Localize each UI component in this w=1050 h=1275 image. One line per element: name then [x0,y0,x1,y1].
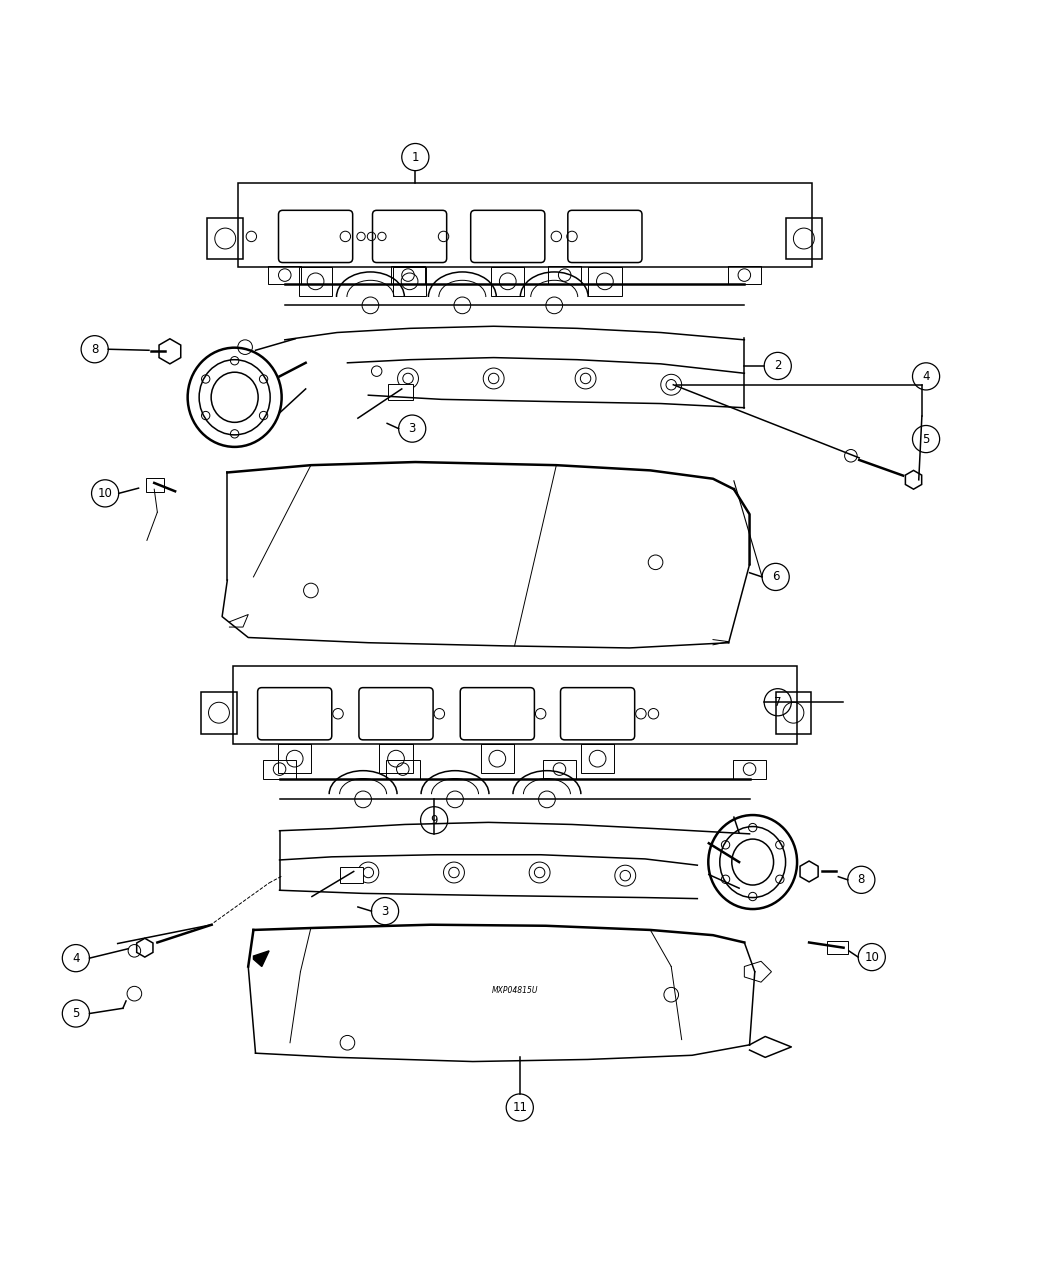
Text: 1: 1 [412,150,419,163]
Text: 5: 5 [72,1007,80,1020]
Text: 8: 8 [858,873,865,886]
Text: 6: 6 [772,570,779,584]
Text: MXP04815U: MXP04815U [491,986,538,994]
Text: 7: 7 [774,696,781,709]
FancyBboxPatch shape [146,478,164,492]
Text: 8: 8 [91,343,99,356]
Text: 4: 4 [922,370,930,382]
Text: 4: 4 [72,951,80,965]
Polygon shape [744,961,772,982]
Text: 9: 9 [430,813,438,826]
Polygon shape [253,951,269,966]
FancyBboxPatch shape [340,867,363,884]
Text: 11: 11 [512,1102,527,1114]
Text: 3: 3 [408,422,416,435]
Text: 3: 3 [381,905,388,918]
Text: 2: 2 [774,360,781,372]
Text: 10: 10 [98,487,112,500]
Text: 5: 5 [922,432,929,445]
FancyBboxPatch shape [388,384,414,400]
Text: 10: 10 [864,951,879,964]
FancyBboxPatch shape [826,941,847,954]
